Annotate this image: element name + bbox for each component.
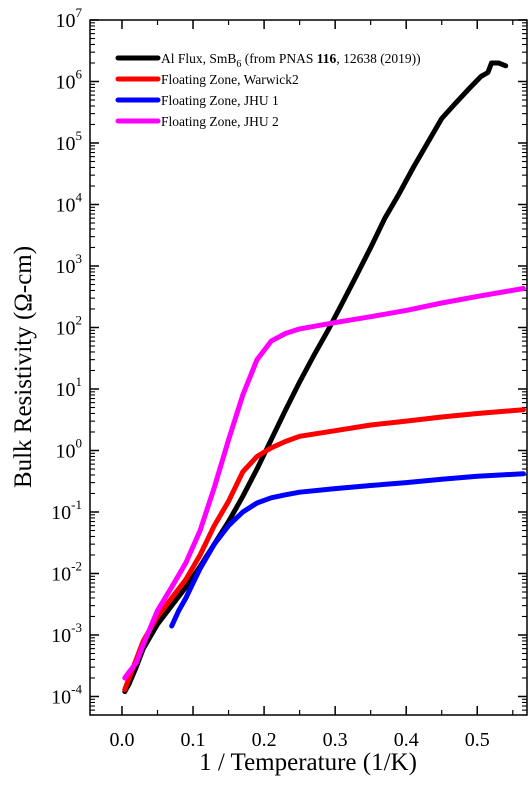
y-tick-exponent: 3 xyxy=(76,251,83,266)
y-tick-exponent: 1 xyxy=(76,374,83,389)
y-tick-exponent: 4 xyxy=(76,189,83,204)
legend-part: Al Flux, SmB xyxy=(161,51,236,66)
y-tick-exponent: -3 xyxy=(71,620,82,635)
series-lines xyxy=(122,60,526,695)
y-tick-base: 10 xyxy=(56,133,76,155)
y-tick-base: 10 xyxy=(56,10,76,32)
y-tick-exponent: -1 xyxy=(71,497,82,512)
y-tick-exponent: 6 xyxy=(76,66,83,81)
y-tick-base: 10 xyxy=(56,317,76,339)
x-tick-label: 0.5 xyxy=(465,729,490,751)
y-tick-exponent: 2 xyxy=(76,312,83,327)
y-tick-exponent: -4 xyxy=(71,681,82,696)
axis-ticks xyxy=(90,19,527,716)
y-tick-base: 10 xyxy=(51,502,71,524)
x-tick-labels: 0.0 0.1 0.2 0.3 0.4 0.5 xyxy=(109,729,489,751)
series-line-3 xyxy=(169,471,526,629)
y-tick-base: 10 xyxy=(51,686,71,708)
y-tick-label: 103 xyxy=(56,251,83,278)
y-tick-exponent: 5 xyxy=(76,128,83,143)
y-tick-label: 105 xyxy=(56,128,83,155)
y-tick-base: 10 xyxy=(56,71,76,93)
y-tick-label: 101 xyxy=(56,374,83,401)
legend-label-2: Floating Zone, Warwick2 xyxy=(161,72,299,87)
y-tick-label: 100 xyxy=(56,435,83,462)
y-tick-exponent: 0 xyxy=(76,435,83,450)
series-line-4 xyxy=(122,286,526,681)
legend-part: (from PNAS xyxy=(241,51,316,66)
legend-label-4: Floating Zone, JHU 2 xyxy=(161,114,279,129)
series-line-2 xyxy=(122,407,526,692)
legend-part: , 12638 (2019)) xyxy=(336,51,420,66)
y-tick-base: 10 xyxy=(56,194,76,216)
y-tick-exponent: -2 xyxy=(71,558,82,573)
y-tick-base: 10 xyxy=(56,256,76,278)
x-axis-title: 1 / Temperature (1/K) xyxy=(199,749,417,776)
y-tick-base: 10 xyxy=(51,563,71,585)
legend: Al Flux, SmB6 (from PNAS 116, 12638 (201… xyxy=(115,51,421,129)
x-tick-label: 0.1 xyxy=(181,729,206,751)
y-tick-label: 107 xyxy=(56,5,83,32)
y-tick-label: 10-4 xyxy=(51,681,82,708)
y-tick-base: 10 xyxy=(56,379,76,401)
y-tick-label: 10-3 xyxy=(51,620,82,647)
y-tick-base: 10 xyxy=(51,625,71,647)
y-tick-label: 104 xyxy=(56,189,83,216)
plot-frame xyxy=(89,19,528,716)
legend-label-3: Floating Zone, JHU 1 xyxy=(161,93,279,108)
x-tick-label: 0.3 xyxy=(323,729,348,751)
legend-label-1: Al Flux, SmB6 (from PNAS 116, 12638 (201… xyxy=(161,51,421,70)
y-tick-label: 10-1 xyxy=(51,497,82,524)
y-tick-base: 10 xyxy=(56,440,76,462)
y-tick-label: 10-2 xyxy=(51,558,82,585)
x-tick-label: 0.4 xyxy=(394,729,419,751)
legend-part: 116 xyxy=(317,51,337,66)
y-tick-label: 106 xyxy=(56,66,83,93)
legend-part: 6 xyxy=(236,59,241,70)
y-tick-exponent: 7 xyxy=(76,5,83,20)
series-line-1 xyxy=(122,60,509,695)
x-tick-label: 0.2 xyxy=(252,729,277,751)
x-tick-label: 0.0 xyxy=(109,729,134,751)
y-axis-title: Bulk Resistivity (Ω-cm) xyxy=(10,246,37,488)
y-tick-label: 102 xyxy=(56,312,83,339)
